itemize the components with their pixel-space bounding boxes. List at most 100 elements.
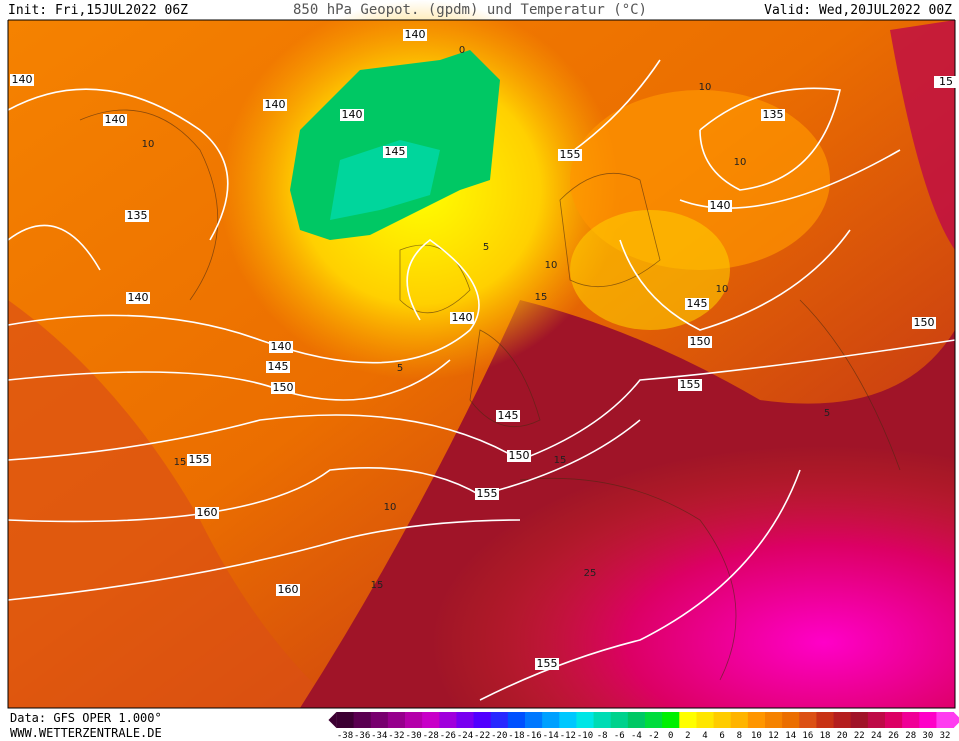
geopotential-label: 155 (560, 148, 581, 161)
colorbar-label: 32 (940, 731, 951, 741)
geopotential-label: 160 (197, 506, 218, 519)
geopotential-label: 140 (342, 108, 363, 121)
colorbar-label: -20 (491, 731, 507, 741)
colorbar-label: -16 (525, 731, 541, 741)
website: WWW.WETTERZENTRALE.DE (10, 726, 162, 740)
label-box (125, 210, 149, 222)
colorbar-swatch (919, 712, 937, 728)
colorbar-label: -34 (371, 731, 387, 741)
geopotential-label: 140 (271, 340, 292, 353)
colorbar-swatch (765, 712, 783, 728)
colorbar-swatch (542, 712, 560, 728)
colorbar-swatch (353, 712, 372, 728)
colorbar-swatch (559, 712, 577, 728)
colorbar-label: 12 (768, 731, 779, 741)
colorbar-label: -38 (337, 731, 353, 741)
temperature-label: 10 (545, 260, 558, 271)
temperature-label: 15 (554, 455, 567, 466)
colorbar-swatch (730, 712, 749, 728)
colorbar-swatch (679, 712, 697, 728)
colorbar-label: -2 (648, 731, 659, 741)
label-box (126, 292, 150, 304)
colorbar-swatch (902, 712, 920, 728)
label-box (912, 317, 936, 329)
temperature-label: 10 (734, 157, 747, 168)
colorbar-label: 18 (820, 731, 831, 741)
colorbar-label: 6 (719, 731, 724, 741)
colorbar-swatch (782, 712, 800, 728)
colorbar-label: -24 (457, 731, 473, 741)
colorbar-swatch (747, 712, 766, 728)
colorbar-label: 8 (737, 731, 742, 741)
colorbar-label: 4 (702, 731, 707, 741)
colorbar-swatch (525, 712, 543, 728)
temperature-label: 15 (535, 292, 548, 303)
colorbar-label: 20 (837, 731, 848, 741)
temperature-label: 25 (584, 568, 597, 579)
geopotential-label: 145 (498, 409, 519, 422)
temperature-label: 15 (371, 580, 384, 591)
geopotential-label: 155 (189, 453, 210, 466)
colorbar-swatch (816, 712, 835, 728)
geopotential-label: 155 (537, 657, 558, 670)
geopotential-label: 140 (452, 311, 473, 324)
colorbar-label: -36 (354, 731, 370, 741)
temperature-labels: 10 0 10 10 5 10 15 10 5 15 15 10 5 15 25 (142, 45, 831, 591)
geopotential-label: 150 (690, 335, 711, 348)
geopotential-label: 160 (278, 583, 299, 596)
label-box (475, 488, 499, 500)
label-box (403, 29, 427, 41)
colorbar-swatch (593, 712, 612, 728)
colorbar-label: 22 (854, 731, 865, 741)
colorbar-swatch (610, 712, 629, 728)
colorbar-swatch (387, 712, 406, 728)
temperature-label: 10 (716, 284, 729, 295)
valid-time: Valid: Wed,20JUL2022 00Z (764, 3, 952, 18)
colorbar-end (953, 712, 959, 728)
colorbar-swatch (439, 712, 457, 728)
colorbar-label: -18 (508, 731, 524, 741)
colorbar-swatch (713, 712, 732, 728)
label-box (271, 382, 295, 394)
geopotential-label: 140 (265, 98, 286, 111)
geopotential-label: 140 (128, 291, 149, 304)
colorbar-label: 30 (922, 731, 933, 741)
colorbar-label: -6 (614, 731, 625, 741)
colorbar-label: 26 (888, 731, 899, 741)
geopotential-label: 135 (763, 108, 784, 121)
colorbar-swatch (885, 712, 903, 728)
colorbar-label: 14 (785, 731, 796, 741)
colorbar-label: -8 (597, 731, 608, 741)
label-box (934, 76, 958, 88)
colorbar-swatch (405, 712, 423, 728)
colorbar-label: -22 (474, 731, 490, 741)
geopotential-label: 150 (914, 316, 935, 329)
geopotential-label: 140 (105, 113, 126, 126)
geopotential-label: 15 (939, 75, 953, 88)
geopotential-label: 145 (687, 297, 708, 310)
map (7, 0, 956, 709)
temperature-label: 10 (142, 139, 155, 150)
colorbar-swatch (370, 712, 389, 728)
label-box (688, 336, 712, 348)
label-box (558, 149, 582, 161)
label-box (263, 99, 287, 111)
colorbar-swatch (490, 712, 509, 728)
geopotential-label: 155 (680, 378, 701, 391)
colorbar-label: 0 (668, 731, 673, 741)
label-box (269, 341, 293, 353)
temperature-label: 10 (384, 502, 397, 513)
colorbar-label: 24 (871, 731, 882, 741)
temperature-label: 10 (699, 82, 712, 93)
colorbar-swatch (850, 712, 869, 728)
label-box (535, 658, 559, 670)
temperature-label: 5 (824, 408, 830, 419)
colorbar: -38 -36 -34 -32 -30 -28 -26 -24 -22 -20 -18 -16 -14-… (328, 712, 959, 741)
colorbar-swatch (936, 712, 955, 728)
colorbar-label: -32 (388, 731, 404, 741)
init-time: Init: Fri,15JUL2022 06Z (8, 3, 188, 18)
label-box (340, 109, 364, 121)
colorbar-label: 2 (685, 731, 690, 741)
